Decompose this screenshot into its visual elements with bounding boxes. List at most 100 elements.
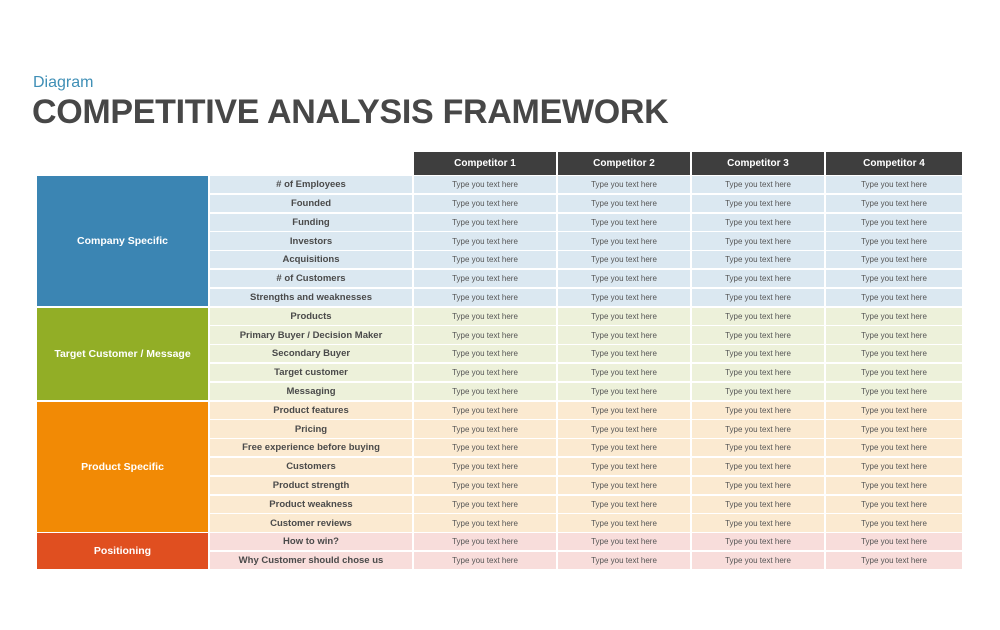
table-cell[interactable]: Type you text here xyxy=(692,307,824,325)
table-cell[interactable]: Type you text here xyxy=(826,194,962,213)
table-cell[interactable]: Type you text here xyxy=(414,307,556,325)
table-cell[interactable]: Type you text here xyxy=(692,251,824,269)
table-cell[interactable]: Type you text here xyxy=(692,533,824,551)
row-label: Product features xyxy=(210,401,412,419)
table-cell[interactable]: Type you text here xyxy=(558,495,690,513)
table-cell[interactable]: Type you text here xyxy=(826,213,962,231)
table-cell[interactable]: Type you text here xyxy=(692,420,824,438)
table-cell[interactable]: Type you text here xyxy=(414,552,556,570)
table-cell[interactable]: Type you text here xyxy=(414,533,556,551)
row-label: Strengths and weaknesses xyxy=(210,288,412,307)
column-header-competitor-2: Competitor 2 xyxy=(558,152,690,175)
table-cell[interactable]: Type you text here xyxy=(826,307,962,325)
table-cell[interactable]: Type you text here xyxy=(692,476,824,495)
table-cell[interactable]: Type you text here xyxy=(558,382,690,401)
table-cell[interactable]: Type you text here xyxy=(414,382,556,401)
table-cell[interactable]: Type you text here xyxy=(414,439,556,457)
table-cell[interactable]: Type you text here xyxy=(558,176,690,194)
table-cell[interactable]: Type you text here xyxy=(414,176,556,194)
table-cell[interactable]: Type you text here xyxy=(692,401,824,419)
table-cell[interactable]: Type you text here xyxy=(558,213,690,231)
table-cell[interactable]: Type you text here xyxy=(414,232,556,250)
category-company-specific: Company Specific xyxy=(37,176,208,307)
table-cell[interactable]: Type you text here xyxy=(414,401,556,419)
table-cell[interactable]: Type you text here xyxy=(558,270,690,288)
table-cell[interactable]: Type you text here xyxy=(692,194,824,213)
table-cell[interactable]: Type you text here xyxy=(414,495,556,513)
table-cell[interactable]: Type you text here xyxy=(414,270,556,288)
table-cell[interactable]: Type you text here xyxy=(414,251,556,269)
table-cell[interactable]: Type you text here xyxy=(692,514,824,532)
table-cell[interactable]: Type you text here xyxy=(558,251,690,269)
table-cell[interactable]: Type you text here xyxy=(826,382,962,401)
category-product-specific: Product Specific xyxy=(37,401,208,532)
table-cell[interactable]: Type you text here xyxy=(558,552,690,570)
table-cell[interactable]: Type you text here xyxy=(692,439,824,457)
table-cell[interactable]: Type you text here xyxy=(558,364,690,382)
table-cell[interactable]: Type you text here xyxy=(558,533,690,551)
table-cell[interactable]: Type you text here xyxy=(692,458,824,476)
table-cell[interactable]: Type you text here xyxy=(558,194,690,213)
page-title: COMPETITIVE ANALYSIS FRAMEWORK xyxy=(32,93,669,131)
page-subtitle: Diagram xyxy=(33,74,94,91)
category-positioning: Positioning xyxy=(37,533,208,570)
table-cell[interactable]: Type you text here xyxy=(558,458,690,476)
table-cell[interactable]: Type you text here xyxy=(558,307,690,325)
table-cell[interactable]: Type you text here xyxy=(826,495,962,513)
table-cell[interactable]: Type you text here xyxy=(692,232,824,250)
table-cell[interactable]: Type you text here xyxy=(414,420,556,438)
table-cell[interactable]: Type you text here xyxy=(558,345,690,363)
table-cell[interactable]: Type you text here xyxy=(414,288,556,307)
table-cell[interactable]: Type you text here xyxy=(692,345,824,363)
table-cell[interactable]: Type you text here xyxy=(414,364,556,382)
table-cell[interactable]: Type you text here xyxy=(692,495,824,513)
table-cell[interactable]: Type you text here xyxy=(826,364,962,382)
table-cell[interactable]: Type you text here xyxy=(692,270,824,288)
table-cell[interactable]: Type you text here xyxy=(826,326,962,344)
table-cell[interactable]: Type you text here xyxy=(826,476,962,495)
table-cell[interactable]: Type you text here xyxy=(826,439,962,457)
table-cell[interactable]: Type you text here xyxy=(826,514,962,532)
table-cell[interactable]: Type you text here xyxy=(826,176,962,194)
table-cell[interactable]: Type you text here xyxy=(826,533,962,551)
table-cell[interactable]: Type you text here xyxy=(692,176,824,194)
table-cell[interactable]: Type you text here xyxy=(826,458,962,476)
table-cell[interactable]: Type you text here xyxy=(826,420,962,438)
table-cell[interactable]: Type you text here xyxy=(414,345,556,363)
row-label: Messaging xyxy=(210,382,412,401)
table-cell[interactable]: Type you text here xyxy=(414,514,556,532)
table-cell[interactable]: Type you text here xyxy=(692,213,824,231)
table-cell[interactable]: Type you text here xyxy=(692,364,824,382)
table-cell[interactable]: Type you text here xyxy=(692,288,824,307)
row-label: Primary Buyer / Decision Maker xyxy=(210,326,412,344)
table-cell[interactable]: Type you text here xyxy=(558,326,690,344)
table-cell[interactable]: Type you text here xyxy=(558,401,690,419)
row-label: # of Customers xyxy=(210,270,412,288)
table-cell[interactable]: Type you text here xyxy=(414,476,556,495)
category-target-customer-message: Target Customer / Message xyxy=(37,307,208,401)
table-cell[interactable]: Type you text here xyxy=(826,288,962,307)
column-header-competitor-3: Competitor 3 xyxy=(692,152,824,175)
table-cell[interactable]: Type you text here xyxy=(826,552,962,570)
table-cell[interactable]: Type you text here xyxy=(414,458,556,476)
table-cell[interactable]: Type you text here xyxy=(414,326,556,344)
row-label: Target customer xyxy=(210,364,412,382)
table-cell[interactable]: Type you text here xyxy=(558,476,690,495)
row-label: Product strength xyxy=(210,476,412,495)
table-cell[interactable]: Type you text here xyxy=(826,401,962,419)
table-cell[interactable]: Type you text here xyxy=(558,288,690,307)
table-cell[interactable]: Type you text here xyxy=(558,514,690,532)
table-cell[interactable]: Type you text here xyxy=(558,420,690,438)
table-cell[interactable]: Type you text here xyxy=(826,270,962,288)
table-cell[interactable]: Type you text here xyxy=(692,382,824,401)
table-cell[interactable]: Type you text here xyxy=(826,251,962,269)
row-label: Investors xyxy=(210,232,412,250)
table-cell[interactable]: Type you text here xyxy=(826,232,962,250)
table-cell[interactable]: Type you text here xyxy=(692,552,824,570)
table-cell[interactable]: Type you text here xyxy=(558,439,690,457)
table-cell[interactable]: Type you text here xyxy=(692,326,824,344)
table-cell[interactable]: Type you text here xyxy=(826,345,962,363)
table-cell[interactable]: Type you text here xyxy=(558,232,690,250)
table-cell[interactable]: Type you text here xyxy=(414,213,556,231)
table-cell[interactable]: Type you text here xyxy=(414,194,556,213)
